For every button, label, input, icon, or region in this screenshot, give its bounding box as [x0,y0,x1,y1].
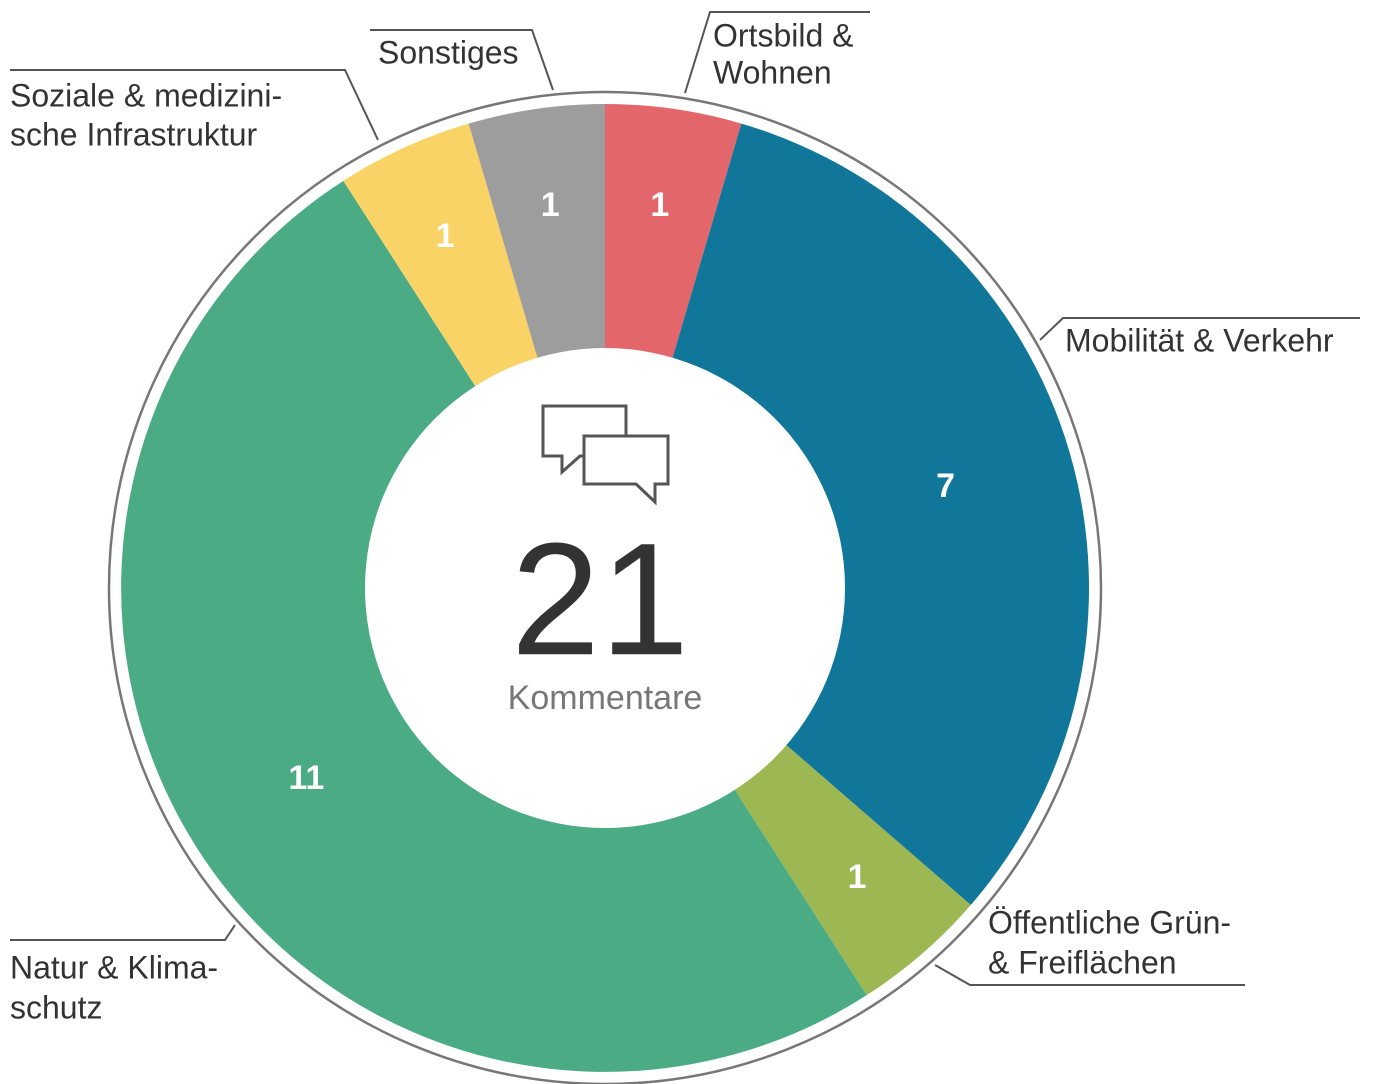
category-label: Soziale & medizini- [10,77,282,113]
category-label: Natur & Klima- [10,949,218,985]
leader-line [934,964,1245,986]
comment-icon [541,404,670,506]
value-label: 1 [848,858,867,896]
leader-line [10,924,236,941]
category-label: schutz [10,989,102,1025]
category-label: Öffentliche Grün- [988,904,1231,940]
category-label: Sonstiges [378,34,519,70]
category-label: & Freiflächen [988,944,1177,980]
leader-line [684,11,870,94]
leader-line [1039,317,1360,341]
value-label: 7 [936,467,955,505]
outer-ring [107,90,1103,1084]
category-label: sche Infrastruktur [10,116,258,152]
center-label: Kommentare [508,679,703,717]
slice [605,123,1089,905]
center-value: 21 [511,509,689,688]
category-label: Ortsbild & [713,17,853,53]
value-label: 1 [541,186,560,224]
leader-line [10,69,379,141]
category-label: Mobilität & Verkehr [1065,322,1334,358]
leader-line [370,29,554,91]
value-label: 1 [436,217,455,255]
value-label: 1 [650,186,669,224]
value-label: 11 [288,759,324,797]
center-hole [365,348,845,828]
category-label: Wohnen [713,54,832,90]
